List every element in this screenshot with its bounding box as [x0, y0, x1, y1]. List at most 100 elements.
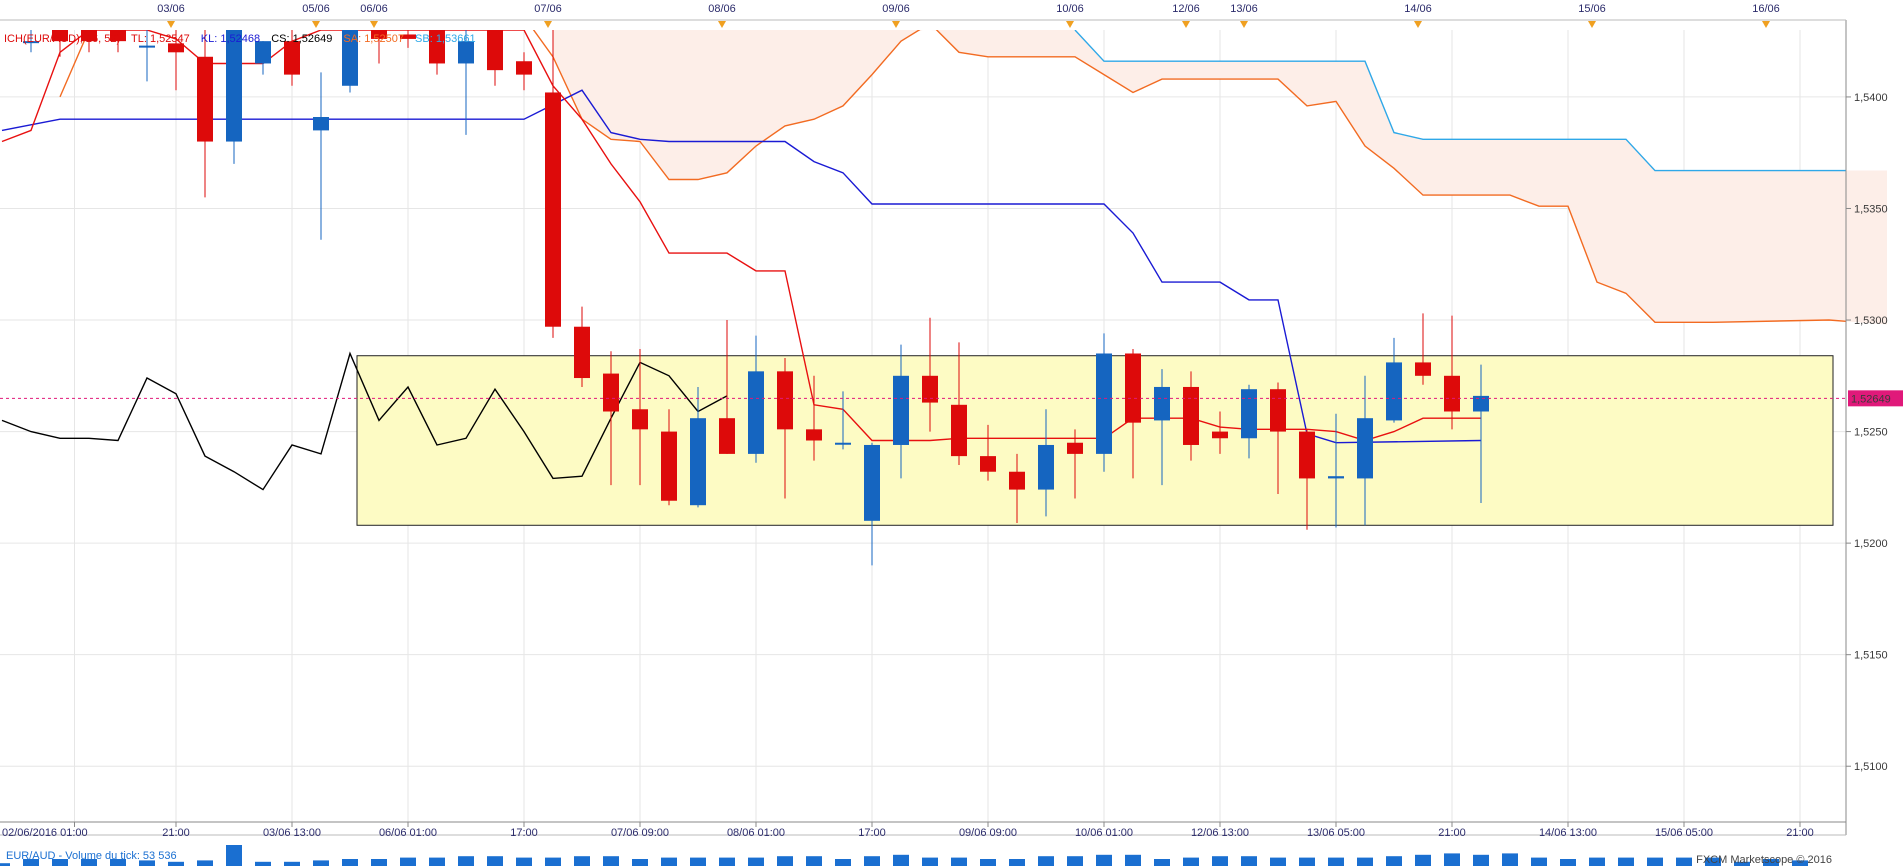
candle [1212, 411, 1228, 454]
y-tick-label: 1,5150 [1854, 650, 1888, 662]
current-price-tag-bg [1848, 390, 1903, 407]
candle [429, 30, 445, 75]
candle [168, 30, 184, 91]
volume-bar [139, 860, 155, 866]
candle-body [110, 30, 126, 42]
y-tick-label: 1,5300 [1854, 315, 1888, 327]
candle-body [226, 30, 242, 142]
volume-bar [81, 859, 97, 866]
candle-body [1270, 389, 1286, 432]
volume-bar [661, 857, 677, 866]
volume-bar [980, 859, 996, 866]
candle [922, 317, 938, 432]
candle-body [1415, 362, 1431, 376]
volume-bar [922, 857, 938, 866]
volume-bar [1212, 856, 1228, 866]
x-tick-label: 21:00 [1786, 827, 1814, 839]
senkou-span-b-line [1074, 30, 1846, 172]
volume-bar [632, 859, 648, 866]
legend-cs: CS: 1,52649 [271, 33, 332, 45]
volume-bar [690, 857, 706, 866]
candle [1038, 409, 1054, 517]
candle-body [603, 373, 619, 412]
x-tick-label: 15/06 05:00 [1655, 827, 1713, 839]
candle-body [806, 429, 822, 441]
candle-body [1299, 431, 1315, 479]
candle-body [1067, 442, 1083, 454]
volume-bar [1067, 856, 1083, 866]
candle-body [777, 371, 793, 430]
tenkan-line [1, 30, 1481, 442]
candle [835, 391, 851, 450]
volume-bar [255, 861, 271, 866]
x-tick-label: 13/06 05:00 [1307, 827, 1365, 839]
x-tick-label: 09/06 09:00 [959, 827, 1017, 839]
x-tick-label: 17:00 [510, 827, 538, 839]
volume-panel [0, 845, 1808, 866]
candle-body [342, 30, 358, 86]
volume-bar [1415, 854, 1431, 866]
candle [400, 30, 416, 48]
candle [313, 72, 329, 240]
candle-body [168, 43, 184, 53]
volume-bar [1705, 857, 1721, 866]
date-marker-icon [1762, 21, 1770, 28]
candle [342, 30, 358, 93]
x-tick-label: 10/06 01:00 [1075, 827, 1133, 839]
volume-bar [197, 860, 213, 866]
candle-body [255, 41, 271, 64]
senkou-span-a-line [59, 30, 1846, 323]
legend-tl: TL: 1,52547 [131, 33, 190, 45]
volume-bar [429, 857, 445, 866]
volume-bar [1676, 857, 1692, 866]
top-date-label: 05/06 [302, 3, 330, 15]
top-date-label: 10/06 [1056, 3, 1084, 15]
volume-bar [1734, 861, 1750, 866]
candle-body [1154, 386, 1170, 421]
volume-bar [1270, 857, 1286, 866]
y-tick-label: 1,5100 [1854, 761, 1888, 773]
volume-bar [226, 845, 242, 866]
volume-bar [864, 856, 880, 866]
volume-bar [0, 863, 10, 866]
volume-bar [1560, 859, 1576, 866]
highlight-box [356, 355, 1834, 526]
candle [23, 30, 39, 53]
volume-bar [400, 857, 416, 866]
candle-body [951, 404, 967, 457]
candle-body [1386, 362, 1402, 421]
candle-body [400, 34, 416, 39]
top-date-label: 16/06 [1752, 3, 1780, 15]
volume-bar [603, 856, 619, 866]
legend: ICH(EUR/AUD), 26, 52) TL: 1,52547 KL: 1,… [4, 33, 476, 45]
candle-body [371, 30, 387, 39]
candle-body [313, 117, 329, 131]
candle [516, 52, 532, 91]
candle-body [1125, 353, 1141, 423]
volume-bar [1386, 856, 1402, 866]
legend-sa: SA: 1,52507 [343, 33, 404, 45]
candle-body [1038, 444, 1054, 490]
candles [23, 30, 1489, 566]
candle [1473, 364, 1489, 503]
volume-bar [951, 857, 967, 866]
x-tick-label: 14/06 13:00 [1539, 827, 1597, 839]
cloud-area [553, 30, 1887, 325]
candle-body [748, 371, 764, 454]
date-marker-icon [1066, 21, 1074, 28]
candle-body [23, 41, 39, 44]
volume-bar [893, 854, 909, 866]
candle [81, 30, 97, 53]
volume-bar [1038, 856, 1054, 866]
top-date-label: 06/06 [360, 3, 388, 15]
candle-body [690, 418, 706, 506]
candle [1125, 349, 1141, 479]
candle [1009, 453, 1025, 524]
candle [1415, 313, 1431, 385]
axes [0, 19, 1847, 836]
volume-bar [806, 856, 822, 866]
candle-body [1096, 353, 1112, 454]
candle [1270, 382, 1286, 495]
volume-bar [835, 859, 851, 866]
